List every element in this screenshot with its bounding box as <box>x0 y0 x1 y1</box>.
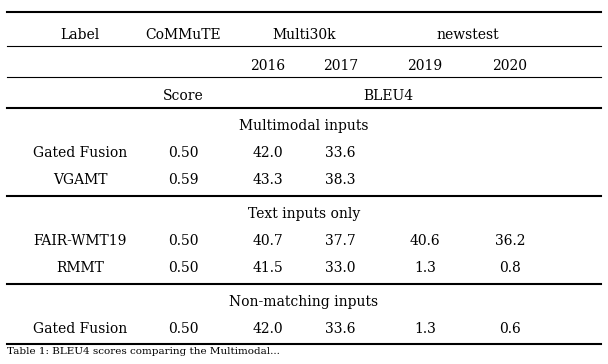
Text: 33.0: 33.0 <box>325 261 356 275</box>
Text: 37.7: 37.7 <box>325 234 356 248</box>
Text: Multi30k: Multi30k <box>272 28 336 42</box>
Text: 40.7: 40.7 <box>252 234 283 248</box>
Text: 33.6: 33.6 <box>325 322 356 336</box>
Text: BLEU4: BLEU4 <box>364 89 414 103</box>
Text: 36.2: 36.2 <box>494 234 525 248</box>
Text: 38.3: 38.3 <box>325 173 356 187</box>
Text: Table 1: BLEU4 scores comparing the Multimodal...: Table 1: BLEU4 scores comparing the Mult… <box>7 347 280 356</box>
Text: VGAMT: VGAMT <box>53 173 108 187</box>
Text: newstest: newstest <box>436 28 499 42</box>
Text: FAIR-WMT19: FAIR-WMT19 <box>33 234 126 248</box>
Text: 43.3: 43.3 <box>252 173 283 187</box>
Text: 0.8: 0.8 <box>499 261 520 275</box>
Text: 0.50: 0.50 <box>168 322 198 336</box>
Text: 0.6: 0.6 <box>499 322 520 336</box>
Text: 2016: 2016 <box>250 59 285 74</box>
Text: Non-matching inputs: Non-matching inputs <box>229 295 379 309</box>
Text: 2019: 2019 <box>407 59 443 74</box>
Text: Gated Fusion: Gated Fusion <box>33 146 127 160</box>
Text: CoMMuTE: CoMMuTE <box>145 28 221 42</box>
Text: Score: Score <box>162 89 203 103</box>
Text: 41.5: 41.5 <box>252 261 283 275</box>
Text: 2020: 2020 <box>492 59 527 74</box>
Text: 1.3: 1.3 <box>414 322 436 336</box>
Text: RMMT: RMMT <box>56 261 104 275</box>
Text: 42.0: 42.0 <box>252 322 283 336</box>
Text: 40.6: 40.6 <box>410 234 440 248</box>
Text: Multimodal inputs: Multimodal inputs <box>240 119 368 133</box>
Text: 0.50: 0.50 <box>168 146 198 160</box>
Text: Text inputs only: Text inputs only <box>248 207 360 221</box>
Text: 0.59: 0.59 <box>168 173 198 187</box>
Text: 1.3: 1.3 <box>414 261 436 275</box>
Text: 0.50: 0.50 <box>168 261 198 275</box>
Text: 2017: 2017 <box>323 59 358 74</box>
Text: 0.50: 0.50 <box>168 234 198 248</box>
Text: Label: Label <box>60 28 100 42</box>
Text: 42.0: 42.0 <box>252 146 283 160</box>
Text: Gated Fusion: Gated Fusion <box>33 322 127 336</box>
Text: 33.6: 33.6 <box>325 146 356 160</box>
